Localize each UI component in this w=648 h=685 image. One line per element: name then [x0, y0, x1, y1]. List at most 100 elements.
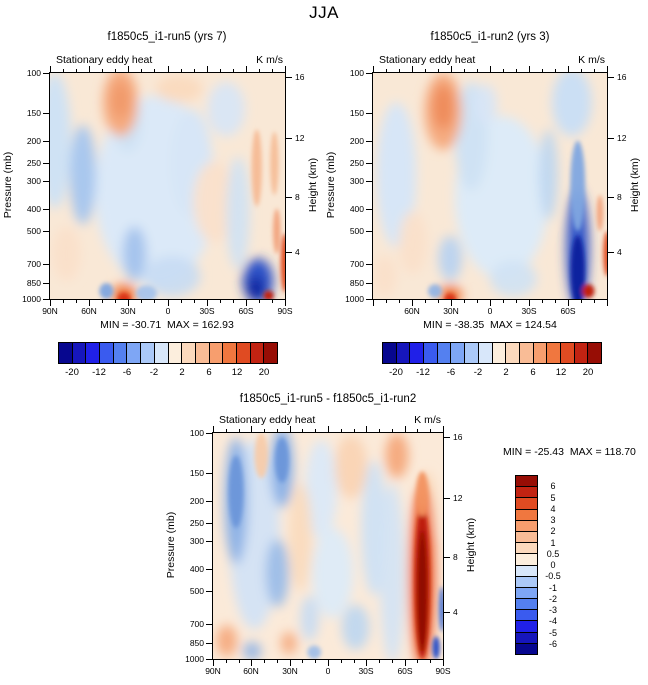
colorbar-label: 2 — [179, 367, 185, 378]
colorbar-horizontal — [58, 342, 278, 364]
height-tick — [607, 252, 614, 253]
pressure-tick-label: 100 — [349, 68, 364, 78]
lat-minor-tick — [399, 69, 400, 73]
lat-major-tick — [213, 426, 214, 433]
contour-plot — [372, 72, 608, 300]
lat-tick-label: 30S — [521, 306, 537, 316]
lat-tick-label: 30S — [199, 306, 215, 316]
colorbar-cell — [516, 476, 537, 488]
panel-field-label: Stationary eddy heat — [56, 54, 153, 66]
pressure-tick — [206, 569, 213, 570]
lat-major-tick — [373, 299, 374, 306]
lat-tick-label: 60N — [243, 666, 259, 676]
lat-major-tick — [328, 426, 329, 433]
pressure-tick — [206, 473, 213, 474]
height-tick-label: 12 — [453, 493, 463, 503]
colorbar-label: 2 — [550, 526, 556, 537]
lat-major-tick — [207, 299, 208, 306]
pressure-tick — [366, 181, 373, 182]
colorbar-label: 0 — [550, 560, 556, 570]
colorbar-cell — [250, 343, 265, 363]
colorbar-label: -20 — [389, 367, 403, 378]
lat-minor-tick — [226, 429, 227, 433]
lat-minor-tick — [194, 299, 195, 303]
lat-major-tick — [285, 299, 286, 306]
colorbar-cell — [410, 343, 425, 363]
pressure-tick-label: 700 — [26, 259, 41, 269]
lat-minor-tick — [102, 299, 103, 303]
pressure-tick-label: 850 — [189, 638, 204, 648]
colorbar-label: 3 — [550, 515, 556, 525]
colorbar-cell — [533, 343, 548, 363]
pressure-tick — [206, 659, 213, 660]
lat-major-tick — [607, 66, 608, 73]
colorbar-cell — [168, 343, 183, 363]
colorbar-cell — [516, 632, 537, 644]
pressure-tick — [43, 299, 50, 300]
colorbar-cell — [154, 343, 169, 363]
lat-minor-tick — [233, 299, 234, 303]
colorbar-cell — [560, 343, 575, 363]
height-tick — [285, 197, 292, 198]
pressure-tick — [206, 624, 213, 625]
pressure-axis-label: Pressure (mb) — [2, 151, 14, 219]
colorbar-cell — [59, 343, 73, 363]
colorbar-cell — [195, 343, 210, 363]
colorbar-label: 1 — [550, 537, 556, 548]
lat-minor-tick — [386, 69, 387, 73]
height-tick-label: 12 — [295, 133, 305, 143]
lat-minor-tick — [259, 69, 260, 73]
lat-minor-tick — [438, 69, 439, 73]
lat-major-tick — [412, 66, 413, 73]
lat-tick-label: 60N — [81, 306, 97, 316]
lat-tick-label: 0 — [325, 666, 331, 676]
height-tick-label: 4 — [617, 247, 622, 257]
lat-major-tick — [128, 299, 129, 306]
colorbar-cell — [223, 343, 237, 363]
lat-minor-tick — [438, 299, 439, 303]
lat-major-tick — [451, 66, 452, 73]
lat-minor-tick — [594, 299, 595, 303]
pressure-tick-label: 1000 — [345, 294, 364, 304]
min-max-label: MIN = -38.35 MAX = 124.54 — [423, 319, 557, 331]
lat-minor-tick — [379, 659, 380, 663]
panel-title: f1850c5_i1-run5 (yrs 7) — [107, 31, 227, 43]
lat-minor-tick — [477, 69, 478, 73]
pressure-tick — [366, 209, 373, 210]
pressure-tick-label: 500 — [26, 226, 41, 236]
pressure-tick-label: 500 — [189, 586, 204, 596]
height-axis-label: Height (km) — [629, 157, 641, 213]
colorbar-label: -4 — [548, 616, 557, 627]
lat-minor-tick — [354, 659, 355, 663]
lat-major-tick — [251, 426, 252, 433]
lat-major-tick — [405, 426, 406, 433]
pressure-tick — [206, 643, 213, 644]
lat-major-tick — [50, 66, 51, 73]
lat-minor-tick — [259, 299, 260, 303]
lat-major-tick — [568, 299, 569, 306]
lat-major-tick — [207, 66, 208, 73]
lat-minor-tick — [220, 299, 221, 303]
colorbar-cell — [516, 610, 537, 622]
pressure-tick — [206, 433, 213, 434]
lat-minor-tick — [555, 69, 556, 73]
lat-minor-tick — [302, 429, 303, 433]
pressure-tick-label: 300 — [26, 176, 41, 186]
pressure-tick — [366, 231, 373, 232]
lat-major-tick — [168, 299, 169, 306]
height-tick — [443, 498, 450, 499]
lat-minor-tick — [581, 299, 582, 303]
lat-minor-tick — [464, 69, 465, 73]
pressure-tick-label: 150 — [349, 108, 364, 118]
lat-major-tick — [213, 659, 214, 666]
panel-units-label: K m/s — [256, 54, 283, 66]
colorbar-cell — [209, 343, 224, 363]
lat-minor-tick — [425, 69, 426, 73]
height-tick-label: 4 — [295, 247, 300, 257]
lat-tick-label: 90S — [277, 306, 293, 316]
lat-minor-tick — [392, 659, 393, 663]
contour-field — [373, 73, 607, 299]
pressure-tick-label: 400 — [349, 204, 364, 214]
height-tick-label: 16 — [453, 432, 463, 442]
